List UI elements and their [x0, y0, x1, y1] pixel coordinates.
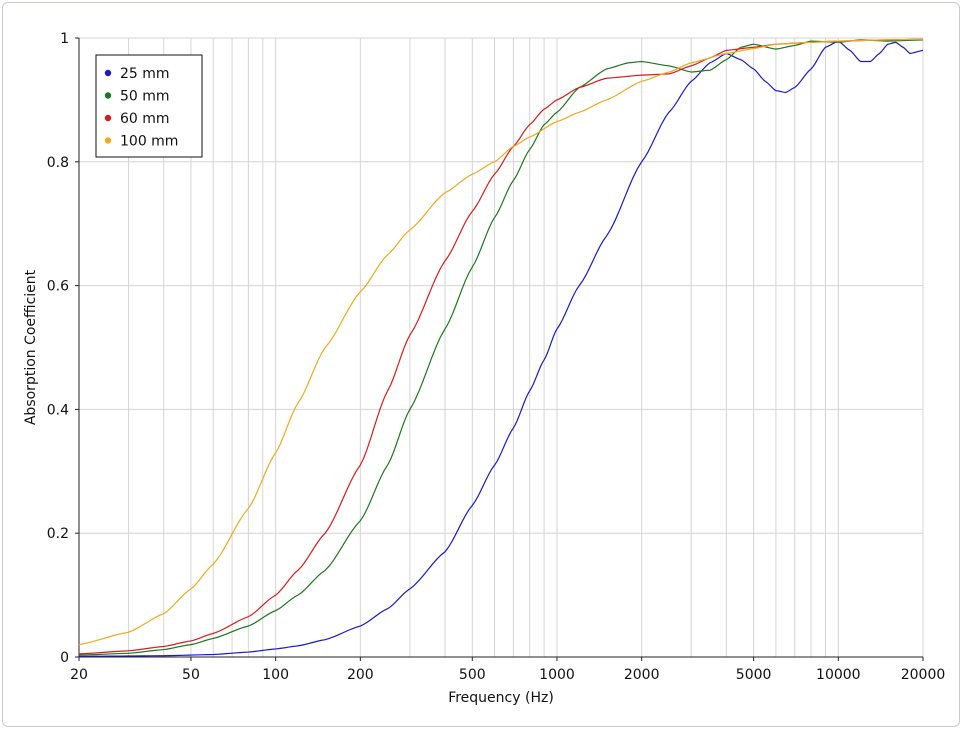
legend-label-0: 25 mm [120, 66, 170, 82]
x-axis-title: Frequency (Hz) [448, 690, 554, 706]
legend-marker-0 [104, 69, 112, 77]
legend: 25 mm 50 mm 60 mm 100 mm [95, 54, 203, 158]
series-line-2 [78, 38, 924, 655]
legend-label-2: 60 mm [120, 111, 170, 127]
x-tick-label: 5000 [736, 667, 772, 683]
y-axis-title: Absorption Coefficient [23, 269, 39, 425]
x-tick-label: 20 [70, 667, 88, 683]
series-line-1 [78, 39, 924, 656]
x-tick-label: 500 [459, 667, 486, 683]
x-tick-label: 2000 [624, 667, 660, 683]
y-tick-label: 0.4 [47, 402, 69, 418]
y-tick-label: 0.2 [47, 526, 69, 542]
series-layer [78, 38, 924, 657]
legend-label-3: 100 mm [120, 134, 178, 150]
legend-marker-2 [104, 114, 112, 122]
y-axis-ticks: 0 0.2 0.4 0.6 0.8 1 [47, 31, 79, 666]
y-tick-label: 0 [60, 650, 69, 666]
x-tick-label: 10000 [816, 667, 861, 683]
x-tick-label: 100 [262, 667, 289, 683]
legend-label-1: 50 mm [120, 89, 170, 105]
series-line-0 [78, 40, 924, 657]
x-tick-label: 200 [347, 667, 374, 683]
legend-marker-1 [104, 92, 112, 99]
grid [78, 37, 924, 658]
y-tick-label: 0.8 [47, 155, 69, 171]
legend-marker-3 [104, 137, 112, 144]
series-line-3 [78, 38, 924, 646]
x-tick-label: 1000 [539, 667, 575, 683]
x-tick-label: 50 [182, 667, 200, 683]
x-axis-ticks: 20 50 100 200 500 1000 2000 5000 10000 20000 [70, 657, 945, 683]
x-tick-label: 20000 [901, 667, 946, 683]
y-tick-label: 1 [60, 31, 69, 47]
y-tick-label: 0.6 [47, 279, 69, 295]
legend-box [95, 54, 203, 158]
